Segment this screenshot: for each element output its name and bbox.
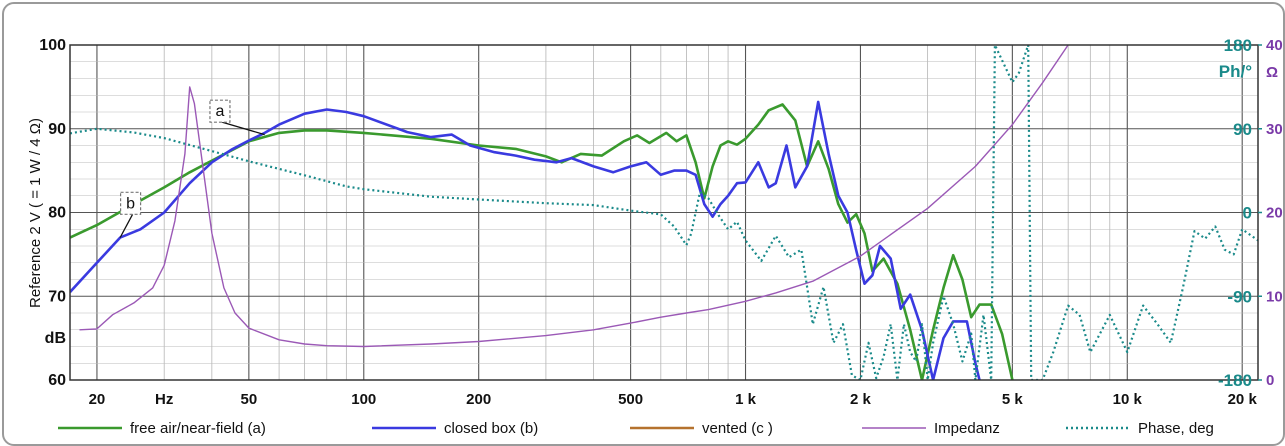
y-tick-label: 60 <box>48 372 66 389</box>
y-tick-label: 80 <box>48 205 66 222</box>
x-tick-label: 20 <box>89 391 106 408</box>
impedance-axis-unit-label: Ω <box>1266 64 1278 81</box>
annotation-leader-line <box>119 213 134 238</box>
phase-axis-tick-labels: 180 90 0 -90 -180 Ph/° <box>1218 36 1262 390</box>
legend-label: free air/near-field (a) <box>130 420 266 437</box>
series-line-phase-deg <box>70 45 1258 380</box>
phase-tick-label: 0 <box>1243 204 1252 223</box>
annotation-box <box>119 191 142 215</box>
annotation-leader-line <box>221 121 265 136</box>
annotation-label: a <box>215 103 224 120</box>
annotation-label: b <box>126 195 135 212</box>
plot-grid <box>70 44 1258 381</box>
x-tick-label: 2 k <box>850 391 872 408</box>
legend-label: Phase, deg <box>1138 420 1214 437</box>
legend: free air/near-field (a) closed box (b) ven… <box>58 420 1214 437</box>
y-axis-tick-labels: 100 90 80 70 dB 60 <box>39 37 66 389</box>
impedance-tick-label: 10 <box>1266 288 1283 305</box>
x-tick-label: 1 k <box>735 391 757 408</box>
legend-label: vented (c ) <box>702 420 773 437</box>
x-tick-label: 10 k <box>1113 391 1143 408</box>
impedance-tick-label: 0 <box>1266 372 1274 389</box>
phase-tick-label: -90 <box>1227 287 1252 306</box>
impedance-tick-label: 20 <box>1266 205 1283 222</box>
y-tick-label: 70 <box>48 288 66 305</box>
legend-label: Impedanz <box>934 420 1000 437</box>
x-tick-label: 5 k <box>1002 391 1024 408</box>
phase-axis-unit-label: Ph/° <box>1219 62 1252 81</box>
series-line-closed-box-b <box>70 100 981 380</box>
x-tick-label: 200 <box>466 391 491 408</box>
phase-tick-label: 90 <box>1233 120 1252 139</box>
y-axis-label: Reference 2 V ( = 1 W / 4 Ω) <box>27 118 44 308</box>
y-tick-label: 90 <box>48 121 66 138</box>
x-tick-label: 500 <box>618 391 643 408</box>
x-tick-label: 20 k <box>1228 391 1258 408</box>
legend-label: closed box (b) <box>444 420 538 437</box>
series-line-free-air-near-field-a <box>70 103 1014 380</box>
x-tick-label: Hz <box>155 391 173 408</box>
phase-tick-label: 180 <box>1224 36 1252 55</box>
series-line-impedanz <box>79 45 1069 348</box>
curve-annotations: ab <box>119 99 265 238</box>
x-tick-label: 50 <box>241 391 258 408</box>
y-tick-label: dB <box>45 330 66 347</box>
y-tick-label: 100 <box>39 37 66 54</box>
x-axis-tick-labels: 20 Hz 50 100 200 500 1 k 2 k 5 k 10 k 20 k <box>89 391 1258 408</box>
impedance-axis-tick-labels: 40 30 20 10 0 Ω <box>1266 37 1283 389</box>
plot-curves <box>70 45 1258 380</box>
x-tick-label: 100 <box>351 391 376 408</box>
annotation-box <box>209 99 231 123</box>
impedance-tick-label: 40 <box>1266 37 1283 54</box>
impedance-tick-label: 30 <box>1266 121 1283 138</box>
phase-tick-label: -180 <box>1218 371 1252 390</box>
